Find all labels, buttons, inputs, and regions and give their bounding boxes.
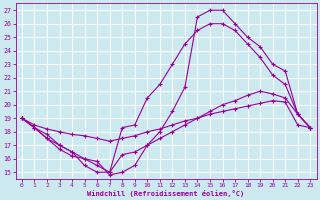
X-axis label: Windchill (Refroidissement éolien,°C): Windchill (Refroidissement éolien,°C)	[87, 190, 245, 197]
